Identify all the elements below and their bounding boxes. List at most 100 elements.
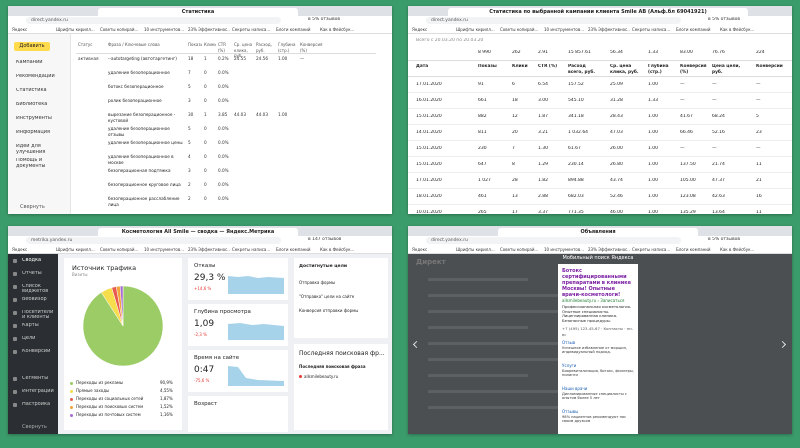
prev-arrow[interactable] <box>412 340 421 349</box>
card-title: Последняя поисковая фр... <box>299 350 385 357</box>
bookmark[interactable]: 10 инструментов... <box>544 26 585 32</box>
metric-title: Возраст <box>194 401 218 407</box>
menu-item[interactable]: Помощь и документы <box>16 158 46 169</box>
menu-item[interactable]: Вебвизор <box>22 297 47 302</box>
table-cell: 123.08 <box>680 194 696 199</box>
table-cell: 12 <box>512 114 518 119</box>
url[interactable]: direct.yandex.ru <box>426 237 681 244</box>
tab-title[interactable]: Объявления <box>498 228 698 236</box>
bookmark[interactable]: Шрифты кирилл... <box>456 246 495 252</box>
bookmark[interactable]: Шрифты кирилл... <box>56 246 95 252</box>
bookmark[interactable]: Блоги компаний <box>276 26 311 32</box>
collapse-button[interactable]: Свернуть <box>22 424 47 430</box>
bookmark[interactable]: 23% Эффективнос... <box>588 26 630 32</box>
table-cell: 7 <box>188 70 191 75</box>
bookmark[interactable]: Секреты написа... <box>632 246 671 252</box>
bookmark[interactable]: Как в Фейсбук... <box>720 26 755 32</box>
menu-item[interactable]: Информация <box>16 130 51 135</box>
menu-item[interactable]: Рекомендации <box>16 74 55 79</box>
menu-item[interactable]: Отчеты <box>22 271 42 276</box>
bookmark[interactable]: Как в Фейсбук... <box>320 26 355 32</box>
menu-item[interactable]: Цели <box>22 336 36 341</box>
bookmark[interactable]: Яндекс <box>12 26 28 32</box>
tab-title[interactable]: Косметология All Smile — сводка — Яндекс… <box>98 228 298 236</box>
goal-item: Конверсия отправки формы <box>299 308 359 313</box>
bookmark[interactable]: Как в Фейсбук... <box>320 246 355 252</box>
bookmark[interactable]: Блоги компаний <box>676 246 711 252</box>
table-cell: 28 <box>512 178 518 183</box>
menu-item[interactable]: Статистика <box>16 88 47 93</box>
bookmark[interactable]: 23% Эффективнос... <box>588 246 630 252</box>
widget-title: Источник трафика <box>72 264 137 272</box>
menu-item[interactable]: Интеграции <box>22 389 54 394</box>
table-cell: 894.88 <box>568 178 584 183</box>
bookmark[interactable]: Блоги компаний <box>676 26 711 32</box>
menu-item[interactable]: Список виджетов <box>22 284 49 294</box>
table-cell: 68.24 <box>712 114 725 119</box>
table-cell: — <box>712 98 717 103</box>
menu-item[interactable]: Сводка <box>22 258 42 263</box>
menu-item[interactable]: Библиотека <box>16 102 48 107</box>
period: Всего с 20.03.20 по 20.03.20 <box>416 38 484 43</box>
content: Всего с 20.03.20 по 20.03.20 8 990 262 2.91… <box>408 34 792 214</box>
bookmark[interactable]: 10 инструментов... <box>144 246 185 252</box>
menu-item[interactable]: Кампании <box>16 60 43 65</box>
table-cell: 137.50 <box>680 162 696 167</box>
bookmark[interactable]: Секреты написа... <box>232 26 271 32</box>
bookmark[interactable]: 23% Эффективнос... <box>188 26 230 32</box>
url[interactable]: direct.yandex.ru <box>26 17 281 24</box>
bookmark[interactable]: Как в Фейсбук... <box>720 246 755 252</box>
bookmark[interactable]: 10 инструментов... <box>144 26 185 32</box>
bookmark[interactable]: Секреты написа... <box>632 26 671 32</box>
table-cell: 30 <box>188 112 194 117</box>
table-cell: 43.74 <box>610 178 623 183</box>
bookmark[interactable]: Блоги компаний <box>276 246 311 252</box>
menu-item[interactable]: Настройка <box>22 402 51 407</box>
collapse-button[interactable]: Свернуть <box>20 204 45 210</box>
menu-item[interactable]: Посетители и клиенты <box>22 310 54 320</box>
menu-item[interactable]: Сегменты <box>22 376 49 381</box>
table-cell: 1.00 <box>648 146 659 151</box>
bookmark[interactable]: Секреты написа... <box>232 246 271 252</box>
bookmarks-bar: Яндекс Шрифты кирилл... Советы копирай... 1… <box>408 25 792 34</box>
bookmark[interactable]: Яндекс <box>412 26 428 32</box>
table-cell: 25.09 <box>610 82 623 87</box>
add-button[interactable]: Добавить <box>14 42 50 51</box>
table-cell: 461 <box>478 194 487 199</box>
pie-chart <box>82 285 164 367</box>
tab-title[interactable]: Статистика по выбранной кампании клиента… <box>448 8 748 16</box>
menu-item[interactable]: Конверсии <box>22 349 51 354</box>
table-cell: 0 <box>204 84 207 89</box>
url[interactable]: direct.yandex.ru <box>426 17 681 24</box>
bookmark[interactable]: 10 инструментов... <box>544 246 585 252</box>
bookmark[interactable]: 23% Эффективнос... <box>188 246 230 252</box>
sitelink-title: Отзыв <box>562 340 576 345</box>
tab-title[interactable]: Статистика <box>98 8 298 16</box>
bookmark[interactable]: Шрифты кирилл... <box>456 26 495 32</box>
menu-item[interactable]: Карты <box>22 323 39 328</box>
bookmark[interactable]: Яндекс <box>12 246 28 252</box>
table-cell: 20 <box>512 130 518 135</box>
background-row <box>428 326 528 329</box>
menu-item[interactable]: Идеи для улучшения <box>16 144 46 155</box>
background-row <box>428 294 558 297</box>
table-cell: 0.0% <box>218 196 229 201</box>
table-cell: 0.0% <box>218 168 229 173</box>
table-cell: активная <box>78 56 99 61</box>
menu-item[interactable]: Инструменты <box>16 116 52 121</box>
table-cell: 61.67 <box>568 146 581 151</box>
bookmark[interactable]: Советы копирай... <box>500 246 539 252</box>
bookmark[interactable]: Советы копирай... <box>500 26 539 32</box>
bookmark[interactable]: Яндекс <box>412 246 428 252</box>
bookmark[interactable]: Советы копирай... <box>100 246 139 252</box>
row-rule <box>408 124 792 125</box>
table-cell: 21.74 <box>712 162 725 167</box>
bookmark[interactable]: Шрифты кирилл... <box>56 26 95 32</box>
legend-value: 4,55% <box>160 388 173 393</box>
next-arrow[interactable] <box>778 340 787 349</box>
table-cell: 47.37 <box>712 178 725 183</box>
column-header: Клики <box>512 64 528 69</box>
menu-icon <box>13 390 17 394</box>
bookmark[interactable]: Советы копирай... <box>100 26 139 32</box>
url[interactable]: metrika.yandex.ru <box>26 237 281 244</box>
